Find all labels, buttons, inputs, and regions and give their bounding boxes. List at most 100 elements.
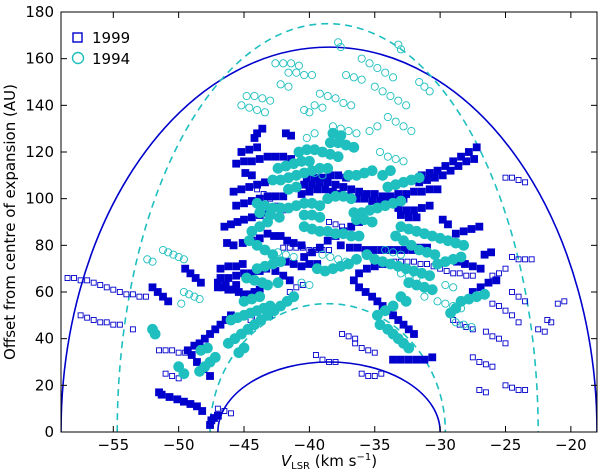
point-1999-open — [103, 284, 110, 291]
point-1999-open — [339, 331, 346, 337]
point-1994-open — [389, 248, 398, 257]
point-1994-filled — [311, 263, 323, 275]
point-1994-open — [441, 280, 450, 290]
point-1994-open — [331, 94, 340, 103]
point-1994-filled — [458, 239, 470, 251]
point-1994-filled — [371, 309, 383, 321]
point-1999-filled — [240, 215, 248, 224]
point-1999-filled — [459, 227, 468, 236]
point-1994-filled — [254, 291, 266, 303]
point-1999-filled — [289, 239, 298, 247]
point-1999-filled — [449, 157, 458, 166]
point-1999-filled — [279, 271, 288, 280]
point-1994-filled — [149, 328, 161, 340]
point-1994-open — [396, 250, 405, 259]
point-1999-filled — [247, 171, 256, 180]
point-1999-filled — [220, 222, 229, 231]
point-1999-open — [312, 352, 319, 358]
point-1999-filled — [361, 288, 370, 296]
point-1994-filled — [395, 195, 407, 207]
point-1994-open — [336, 42, 345, 52]
point-1994-filled — [332, 151, 344, 163]
point-1999-filled — [245, 183, 254, 191]
point-1994-filled — [398, 235, 409, 247]
point-1994-open — [415, 77, 424, 87]
point-1999-filled — [245, 145, 254, 154]
point-1999-filled — [394, 316, 403, 324]
point-1999-open — [476, 387, 483, 393]
point-1994-filled — [374, 319, 386, 331]
point-1994-filled — [314, 200, 326, 212]
point-1999-filled — [232, 201, 241, 210]
point-1994-filled — [267, 249, 279, 261]
point-1994-open — [237, 101, 246, 110]
point-1994-open — [185, 290, 194, 299]
point-1994-filled — [259, 244, 271, 256]
point-1994-open — [169, 250, 178, 259]
point-1999-open — [175, 375, 182, 382]
point-1999-filled — [323, 236, 332, 245]
expansion-envelopes — [61, 22, 597, 432]
point-1994-filled — [424, 270, 436, 282]
point-1994-open — [300, 105, 309, 115]
point-1999-open — [482, 328, 489, 335]
point-1994-open — [245, 103, 254, 112]
point-1994-open — [352, 129, 361, 138]
point-1999-filled — [206, 421, 214, 429]
x-tick-label: −30 — [424, 436, 456, 454]
point-1994-open — [294, 61, 303, 70]
point-1999-filled — [186, 269, 195, 278]
axis-ticks: −55 −50 −45 −40 −35 −30 −25 −20 0 20 40 60 80 100 120 1… — [25, 3, 597, 454]
x-tick-label: −20 — [555, 436, 587, 454]
point-1999-open — [496, 303, 502, 309]
point-1994-open — [318, 103, 327, 112]
x-tick-label: −40 — [294, 436, 326, 454]
point-1994-open — [451, 318, 460, 327]
point-1999-filled — [334, 171, 343, 180]
point-1999-filled — [224, 274, 233, 282]
y-tick-label: 40 — [35, 330, 54, 348]
point-1999-open — [535, 326, 542, 333]
point-1994-open — [179, 255, 188, 264]
point-1999-open — [90, 317, 97, 323]
point-1994-filled — [264, 300, 276, 312]
point-1999-open — [162, 370, 169, 377]
point-1999-open — [169, 347, 176, 354]
point-1999-filled — [369, 246, 378, 254]
point-1999-filled — [155, 388, 163, 397]
point-1994-open — [334, 38, 343, 47]
point-1999-open — [502, 340, 509, 347]
point-1994-open — [284, 82, 293, 91]
point-1999-open — [221, 408, 228, 414]
point-1999-filled — [153, 288, 162, 296]
point-1999-filled — [355, 283, 363, 292]
x-axis-label: VLSR (km s−1) — [281, 452, 377, 472]
point-1999-filled — [216, 274, 225, 282]
point-1999-filled — [159, 292, 167, 301]
point-1999-filled — [368, 292, 377, 301]
envelope-1999-1 — [217, 361, 441, 432]
point-1999-open — [424, 261, 430, 267]
point-1994-open — [441, 299, 450, 308]
point-1994-open — [389, 73, 398, 82]
point-1999-filled — [410, 187, 418, 196]
point-1994-filled — [348, 141, 360, 153]
point-1999-open — [77, 277, 84, 284]
point-1999-open — [110, 321, 117, 328]
point-1999-filled — [247, 157, 256, 166]
point-1999-filled — [412, 213, 421, 222]
point-1999-open — [116, 289, 123, 295]
point-1999-filled — [229, 241, 238, 250]
point-1994-open — [310, 101, 319, 110]
point-1999-filled — [347, 222, 356, 231]
point-1994-open — [284, 68, 293, 77]
point-1994-filled — [238, 342, 250, 354]
point-1999-filled — [484, 278, 493, 287]
point-1999-filled — [475, 222, 484, 231]
point-1999-filled — [289, 260, 298, 268]
point-1994-open — [399, 157, 408, 166]
point-1994-open — [158, 245, 168, 255]
point-1999-filled — [430, 173, 439, 182]
point-1994-filled — [400, 295, 412, 307]
point-1999-filled — [241, 169, 250, 177]
